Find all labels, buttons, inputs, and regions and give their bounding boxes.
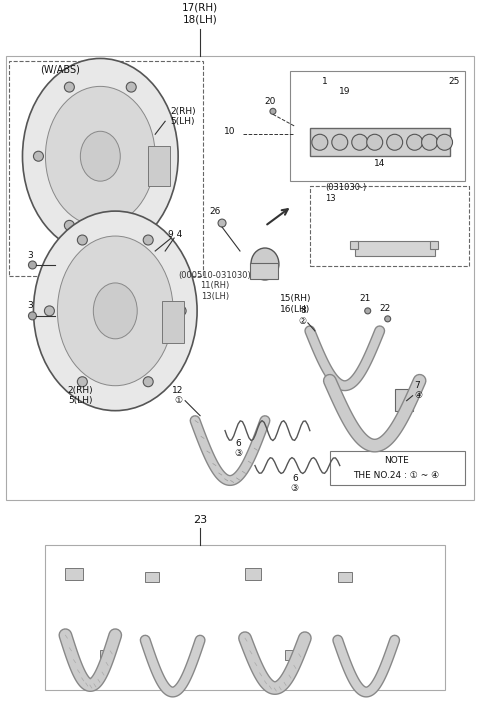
Bar: [350, 241, 358, 249]
Bar: [330, 451, 465, 486]
Text: 6
③: 6 ③: [234, 439, 242, 458]
Bar: [245, 568, 261, 580]
Text: NOTE: NOTE: [384, 456, 409, 465]
Text: 1: 1: [322, 77, 328, 86]
Text: 8
②: 8 ②: [299, 306, 307, 326]
Ellipse shape: [251, 248, 279, 280]
Bar: [250, 263, 278, 279]
Circle shape: [218, 219, 226, 227]
Circle shape: [64, 82, 74, 92]
Text: 3: 3: [27, 251, 33, 261]
Text: 15(RH)
16(LH): 15(RH) 16(LH): [280, 294, 312, 314]
Text: 26: 26: [209, 207, 221, 216]
Bar: [430, 241, 438, 249]
Circle shape: [367, 134, 383, 151]
Text: 7
④: 7 ④: [415, 381, 423, 400]
Text: 21: 21: [359, 295, 371, 303]
Text: 14: 14: [374, 159, 385, 168]
Circle shape: [126, 220, 136, 230]
Text: 10: 10: [224, 127, 236, 136]
Bar: [338, 572, 352, 582]
Circle shape: [176, 306, 186, 316]
Bar: [285, 650, 297, 660]
Text: 3: 3: [27, 301, 33, 310]
Ellipse shape: [46, 87, 155, 226]
Bar: [148, 146, 170, 186]
Circle shape: [270, 109, 276, 114]
Ellipse shape: [58, 236, 173, 386]
Circle shape: [126, 82, 136, 92]
Circle shape: [352, 134, 368, 151]
Circle shape: [312, 134, 328, 151]
Text: 20: 20: [264, 97, 276, 106]
Circle shape: [365, 308, 371, 314]
Text: 2(RH)
5(LH): 2(RH) 5(LH): [170, 106, 196, 126]
Text: 6
③: 6 ③: [291, 474, 299, 493]
Ellipse shape: [80, 131, 120, 181]
Ellipse shape: [34, 211, 197, 410]
Bar: [395, 388, 413, 410]
Bar: [290, 72, 465, 181]
Circle shape: [143, 235, 153, 245]
Text: 17(RH)
18(LH): 17(RH) 18(LH): [182, 3, 218, 24]
Bar: [100, 650, 112, 660]
Circle shape: [157, 151, 167, 161]
Bar: [310, 186, 469, 266]
Circle shape: [384, 316, 391, 322]
Text: 2(RH)
5(LH): 2(RH) 5(LH): [68, 386, 93, 405]
Circle shape: [332, 134, 348, 151]
Circle shape: [45, 306, 54, 316]
Bar: [310, 129, 450, 156]
Circle shape: [437, 134, 453, 151]
Circle shape: [77, 235, 87, 245]
Ellipse shape: [23, 58, 178, 254]
Text: 12
①: 12 ①: [172, 386, 184, 405]
Text: 22: 22: [379, 305, 390, 313]
Circle shape: [77, 377, 87, 387]
Circle shape: [387, 134, 403, 151]
Circle shape: [28, 261, 36, 269]
Circle shape: [407, 134, 422, 151]
Text: 9 4: 9 4: [168, 229, 182, 239]
Circle shape: [143, 377, 153, 387]
Text: (W/ABS): (W/ABS): [40, 65, 80, 75]
Bar: [162, 301, 184, 343]
Bar: [145, 572, 159, 582]
Circle shape: [64, 220, 74, 230]
Text: THE NO.24 : ① ~ ④: THE NO.24 : ① ~ ④: [354, 471, 440, 480]
Circle shape: [28, 312, 36, 320]
Circle shape: [421, 134, 438, 151]
Circle shape: [34, 151, 43, 161]
Ellipse shape: [93, 283, 137, 339]
Text: 25: 25: [449, 77, 460, 86]
Bar: [5, 56, 475, 501]
Bar: [46, 545, 444, 690]
Text: 23: 23: [193, 515, 207, 525]
Text: (000510-031030)
11(RH)
13(LH): (000510-031030) 11(RH) 13(LH): [179, 271, 252, 301]
Bar: [355, 241, 434, 256]
Text: (031030-)
13: (031030-) 13: [325, 183, 366, 203]
Bar: [9, 62, 203, 276]
Bar: [65, 568, 84, 580]
Text: 19: 19: [339, 87, 350, 96]
